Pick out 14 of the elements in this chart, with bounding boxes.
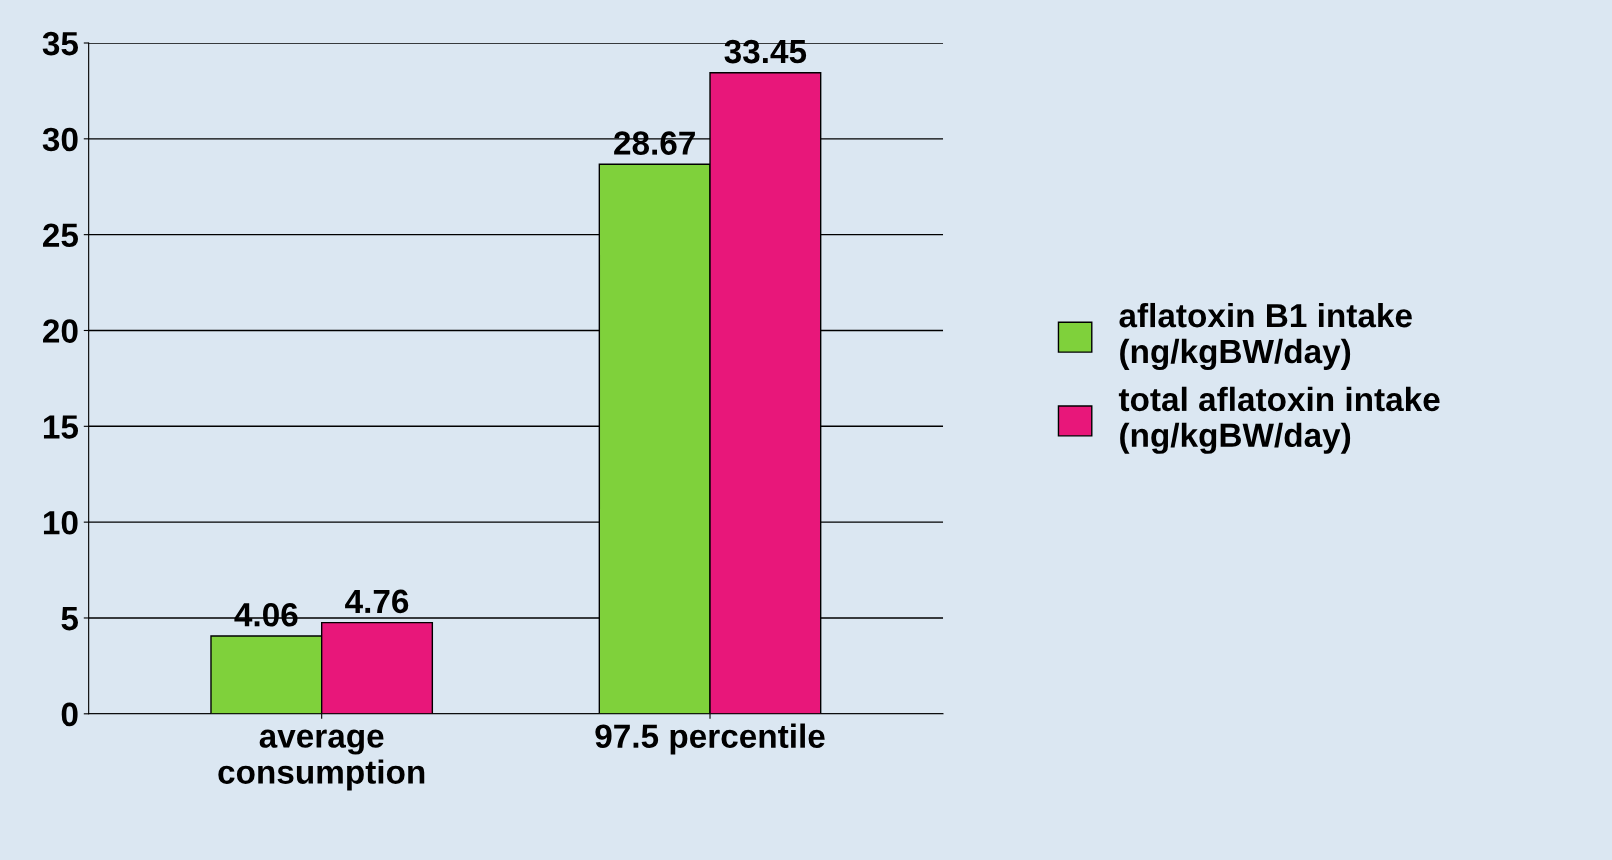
y-tick-label: 0 [61,702,78,727]
y-tick-label: 25 [43,223,79,248]
y-tick-label: 15 [43,415,79,439]
y-tick-label: 5 [61,607,79,631]
legend-label: total aflatoxin intake (ng/kgBW/day) [1118,386,1440,454]
legend-label: aflatoxin B1 intake (ng/kgBW/day) [1119,302,1412,371]
data-label: 4.76 [345,589,409,614]
data-label: 33.45 [724,39,807,64]
y-tick-label: 20 [43,319,78,343]
y-tick-label: 35 [42,31,79,56]
y-tick-label: 30 [42,127,78,152]
y-tick-label: 10 [43,510,78,535]
x-tick-label: average consumption [218,729,425,791]
x-tick-label: 97.5 percentile [595,723,825,755]
